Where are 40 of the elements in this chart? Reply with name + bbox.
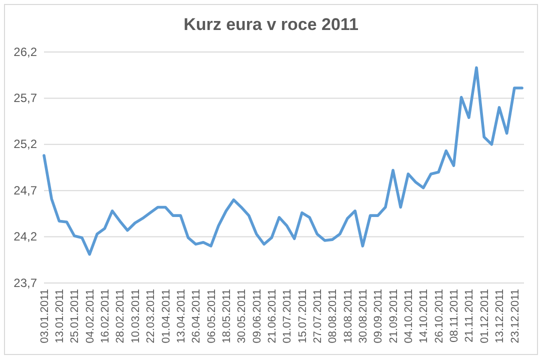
line-series <box>42 66 524 256</box>
x-tick-label: 04.02.2011 <box>84 289 96 344</box>
x-tick-label: 21.06.2011 <box>266 289 278 344</box>
x-tick-label: 01.07.2011 <box>282 289 294 344</box>
x-tick-label: 26.10.2011 <box>433 289 446 344</box>
x-tick-label: 03.01.2011 <box>38 289 51 344</box>
x-tick-label: 21.11.2011 <box>464 289 476 342</box>
x-tick-label: 30.08.2011 <box>358 289 370 344</box>
x-tick-label: 13.01.2011 <box>54 289 66 344</box>
x-tick-label: 27.07.2011 <box>312 289 324 344</box>
x-tick-label: 09.06.2011 <box>251 289 264 344</box>
x-tick-label: 21.09.2011 <box>388 289 400 344</box>
chart-title: Kurz eura v roce 2011 <box>184 15 358 34</box>
x-tick-label: 18.08.2011 <box>342 289 354 344</box>
x-tick-label: 28.02.2011 <box>114 289 127 344</box>
x-tick-label: 26.04.2011 <box>190 289 203 344</box>
x-tick-label: 08.08.2011 <box>327 289 340 344</box>
x-tick-label: 01.12.2011 <box>478 289 491 344</box>
x-tick-label: 22.03.2011 <box>145 289 158 344</box>
y-tick-label: 26,2 <box>14 44 38 59</box>
x-tick-label: 09.09.2011 <box>372 289 385 344</box>
x-tick-label: 14.10.2011 <box>418 289 430 344</box>
x-tick-label: 25.01.2011 <box>69 289 82 344</box>
y-tick-label: 25,7 <box>14 91 38 106</box>
y-tick-label: 23,7 <box>14 276 38 290</box>
y-tick-label: 24,7 <box>14 183 38 198</box>
x-tick-label: 08.11.2011 <box>448 289 461 342</box>
x-tick-label: 13.04.2011 <box>175 289 188 344</box>
x-tick-label: 01.04.2011 <box>160 289 172 344</box>
x-tick-label: 06.05.2011 <box>206 289 218 344</box>
x-tick-label: 13.12.2011 <box>494 289 506 344</box>
y-tick-label: 24,2 <box>14 230 38 244</box>
x-tick-label: 18.05.2011 <box>220 289 233 344</box>
x-tick-label: 16.02.2011 <box>100 289 112 344</box>
x-tick-label: 23.12.2011 <box>509 289 522 344</box>
x-tick-label: 15.07.2011 <box>296 289 309 344</box>
x-tick-label: 30.05.2011 <box>236 289 248 344</box>
x-tick-label: 04.10.2011 <box>403 289 416 344</box>
x-tick-label: 10.03.2011 <box>130 289 142 344</box>
y-tick-label: 25,2 <box>14 137 38 152</box>
